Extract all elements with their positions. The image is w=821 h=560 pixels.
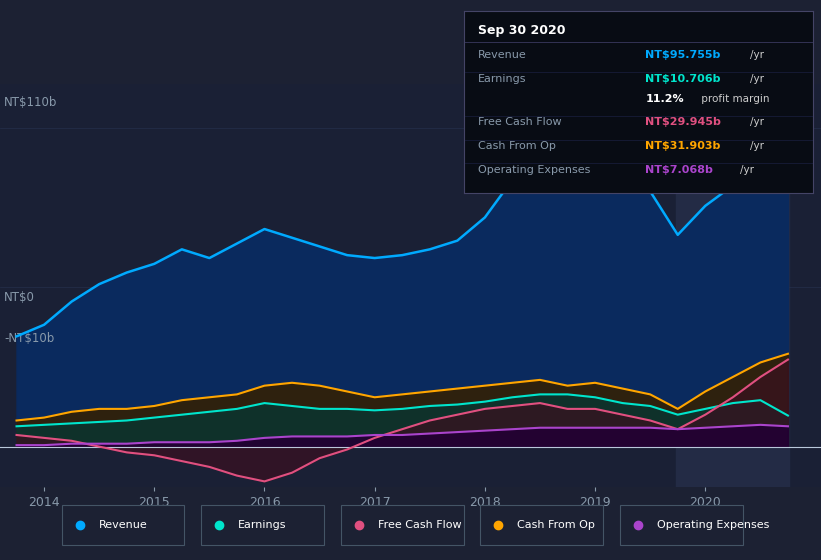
Text: NT$7.068b: NT$7.068b	[645, 165, 713, 175]
Text: NT$110b: NT$110b	[4, 96, 57, 109]
Text: Cash From Op: Cash From Op	[478, 141, 556, 151]
Text: NT$0: NT$0	[4, 291, 35, 304]
Text: Revenue: Revenue	[478, 50, 526, 60]
Text: Free Cash Flow: Free Cash Flow	[478, 117, 562, 127]
Text: /yr: /yr	[750, 73, 764, 83]
Text: Cash From Op: Cash From Op	[517, 520, 595, 530]
Text: NT$95.755b: NT$95.755b	[645, 50, 721, 60]
Text: Earnings: Earnings	[478, 73, 526, 83]
Text: /yr: /yr	[750, 50, 764, 60]
Text: /yr: /yr	[750, 141, 764, 151]
Bar	[676, 84, 789, 487]
Text: /yr: /yr	[750, 117, 764, 127]
Text: /yr: /yr	[740, 165, 754, 175]
Text: NT$29.945b: NT$29.945b	[645, 117, 721, 127]
Text: 11.2%: 11.2%	[645, 94, 684, 104]
Text: Earnings: Earnings	[238, 520, 287, 530]
Text: Free Cash Flow: Free Cash Flow	[378, 520, 461, 530]
Text: Operating Expenses: Operating Expenses	[657, 520, 769, 530]
Text: Revenue: Revenue	[99, 520, 147, 530]
Text: profit margin: profit margin	[698, 94, 769, 104]
Text: NT$10.706b: NT$10.706b	[645, 73, 721, 83]
Text: Operating Expenses: Operating Expenses	[478, 165, 590, 175]
Text: -NT$10b: -NT$10b	[4, 332, 54, 344]
Text: NT$31.903b: NT$31.903b	[645, 141, 721, 151]
Text: Sep 30 2020: Sep 30 2020	[478, 24, 566, 37]
